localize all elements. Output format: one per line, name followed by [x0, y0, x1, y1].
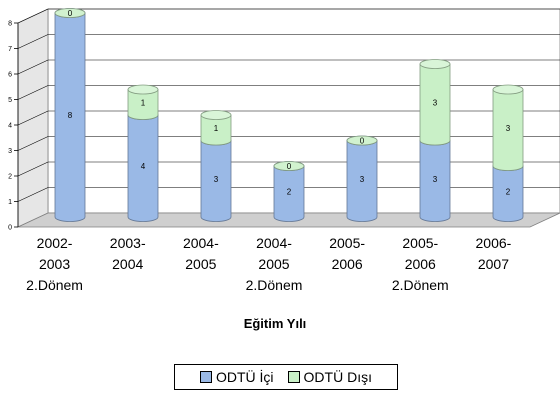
- x-tick-label-4-0: 2005-: [329, 235, 365, 251]
- data-label-series-1-cat-4: 0: [360, 137, 365, 146]
- bar-series-0-cat-5: [419, 140, 451, 222]
- data-label-series-0-cat-2: 3: [214, 175, 219, 184]
- data-label-series-0-cat-6: 2: [506, 188, 511, 197]
- y-tick-label: 3: [8, 148, 12, 155]
- bar-top-series-1-cat-5: [419, 59, 451, 69]
- x-tick-label-3-2: 2.Dönem: [246, 277, 303, 293]
- data-label-series-0-cat-1: 4: [141, 162, 146, 171]
- bar-top-series-1-cat-2: [200, 110, 232, 120]
- bar-top-series-1-cat-3: [273, 161, 305, 171]
- legend-label-series-0: ODTÜ İçi: [215, 369, 274, 385]
- x-tick-label-3-1: 2005: [258, 256, 289, 272]
- y-tick-label: 5: [8, 97, 12, 104]
- y-tick-label: 4: [8, 123, 12, 130]
- data-label-series-1-cat-5: 3: [433, 98, 438, 107]
- x-axis-ticks: 2002- 2003 2.Dönem 2003- 2004 2004- 2005 2004- 2…: [26, 235, 512, 293]
- y-tick-label: 6: [8, 72, 12, 79]
- y-tick-label: 8: [8, 21, 12, 28]
- gridline-side: [17, 110, 49, 126]
- bar-series-0-cat-1: [127, 114, 159, 222]
- bars: [54, 8, 524, 222]
- x-tick-label-2-1: 2005: [185, 256, 216, 272]
- gridline-side: [17, 187, 49, 202]
- gridline-side: [17, 85, 49, 100]
- y-tick-label: 0: [8, 225, 12, 232]
- x-tick-label-6-0: 2006-: [476, 235, 512, 251]
- data-label-series-1-cat-2: 1: [214, 124, 219, 133]
- x-tick-label-0-1: 2003: [39, 256, 70, 272]
- data-label-series-0-cat-5: 3: [433, 175, 438, 184]
- data-label-series-0-cat-3: 2: [287, 188, 292, 197]
- data-label-series-0-cat-0: 8: [68, 111, 73, 120]
- bar-series-1-cat-6: [492, 89, 524, 171]
- x-tick-label-6-1: 2007: [478, 256, 509, 272]
- gridline-side: [17, 34, 49, 49]
- x-tick-label-5-2: 2.Dönem: [392, 277, 449, 293]
- y-tick-label: 7: [8, 46, 12, 53]
- bar-top-series-1-cat-0: [54, 8, 86, 18]
- bar-series-0-cat-2: [200, 140, 232, 222]
- x-tick-label-0-0: 2002-: [37, 235, 73, 251]
- legend: ODTÜ İçi ODTÜ Dışı: [174, 364, 398, 390]
- bar-series-1-cat-5: [419, 63, 451, 146]
- data-label-series-1-cat-0: 0: [68, 9, 73, 18]
- gridline-side: [17, 136, 49, 151]
- data-label-series-0-cat-4: 3: [360, 175, 365, 184]
- bar-series-0-cat-0: [54, 12, 86, 222]
- legend-item-series-1: ODTÜ Dışı: [287, 369, 372, 385]
- bar-top-series-1-cat-1: [127, 84, 159, 95]
- gridline-side: [17, 8, 49, 24]
- bar-top-series-1-cat-6: [492, 84, 524, 95]
- x-tick-label-1-1: 2004: [112, 256, 143, 272]
- legend-label-series-1: ODTÜ Dışı: [303, 369, 372, 385]
- legend-swatch-series-1: [287, 371, 300, 383]
- bar-series-0-cat-3: [273, 165, 305, 222]
- data-label-series-1-cat-6: 3: [506, 124, 511, 133]
- x-tick-label-4-1: 2006: [332, 256, 363, 272]
- bar-series-0-cat-4: [346, 140, 378, 222]
- legend-item-series-0: ODTÜ İçi: [199, 369, 274, 385]
- y-tick-label: 2: [8, 174, 12, 181]
- y-tick-label: 1: [8, 199, 12, 206]
- y-axis: 0 1 2 3 4 5 6 7 8: [8, 21, 19, 232]
- legend-swatch-series-0: [199, 371, 212, 383]
- bar-series-0-cat-6: [492, 165, 524, 222]
- x-tick-label-5-1: 2006: [405, 256, 436, 272]
- x-tick-label-0-2: 2.Dönem: [26, 277, 83, 293]
- x-tick-label-1-0: 2003-: [110, 235, 146, 251]
- x-tick-label-5-0: 2005-: [402, 235, 438, 251]
- gridline-side: [17, 161, 49, 177]
- gridline-side: [17, 59, 49, 75]
- data-label-series-1-cat-1: 1: [141, 98, 146, 107]
- bar-series-1-cat-2: [200, 114, 232, 146]
- bar-series-1-cat-1: [127, 89, 159, 120]
- data-label-series-1-cat-3: 0: [287, 162, 292, 171]
- x-tick-label-3-0: 2004-: [256, 235, 292, 251]
- bar-top-series-1-cat-4: [346, 135, 378, 146]
- data-labels: 8 0 4 1 3 1 2 0 3 0 3 3 2 3: [68, 9, 511, 197]
- x-tick-label-2-0: 2004-: [183, 235, 219, 251]
- x-axis-title: Eğitim Yılı: [244, 316, 307, 331]
